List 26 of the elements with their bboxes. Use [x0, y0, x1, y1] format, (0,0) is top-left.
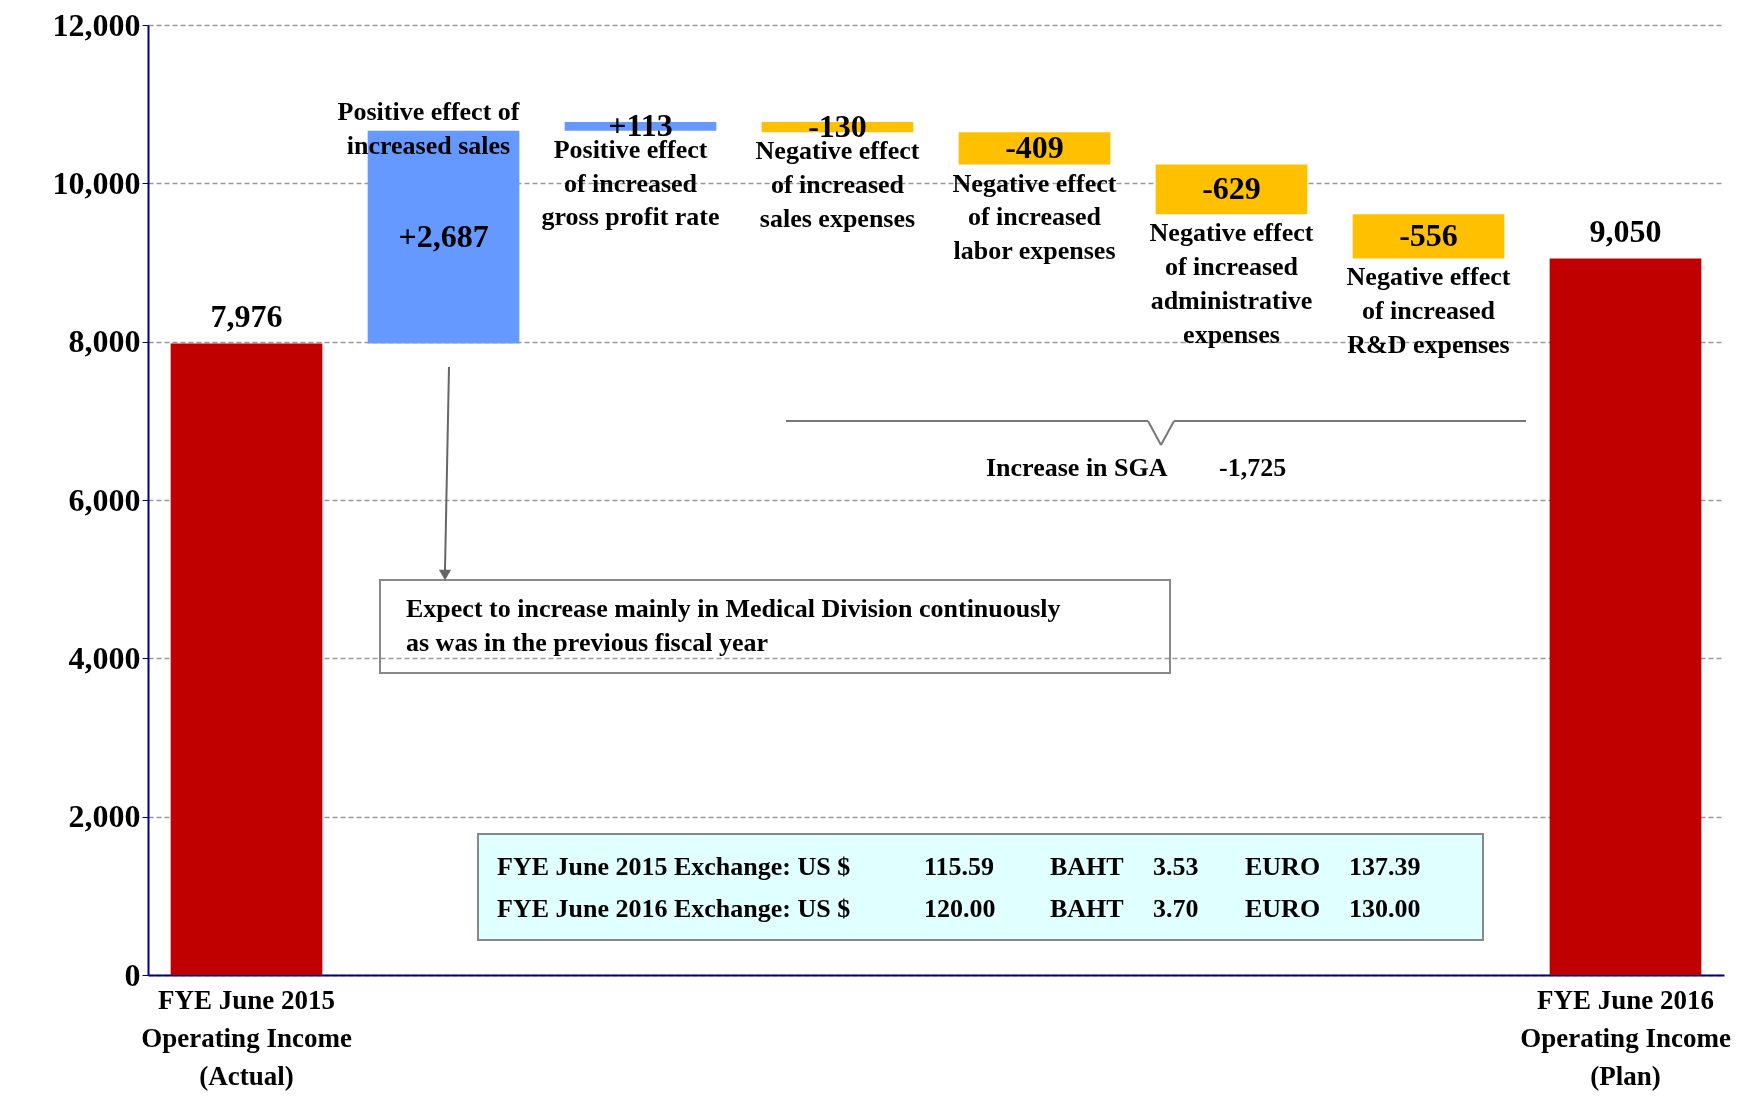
data-label: +2,687: [398, 218, 489, 255]
data-label: 7,976: [210, 297, 283, 334]
y-tick-label: 12,000: [52, 6, 141, 43]
y-tick-label: 0: [124, 956, 141, 993]
data-label: -409: [1005, 129, 1064, 166]
annotation: Negative effect of increased administrative expenses: [1149, 218, 1314, 349]
annotation: Negative effect of increased sales expenses: [755, 136, 920, 233]
bar: [1549, 258, 1702, 975]
bar: [1352, 214, 1505, 259]
y-tick-label: 8,000: [68, 323, 141, 360]
text: Increase in SGA -1,725: [986, 453, 1287, 482]
annotation: Negative effect of increased R&D expenses: [1346, 262, 1511, 359]
data-label: -556: [1399, 217, 1458, 254]
x-tick-label: FYE June 2016 Operating Income (Plan): [1520, 984, 1731, 1091]
data-label: -629: [1202, 170, 1261, 207]
y-tick-label: 4,000: [68, 639, 141, 676]
annotation: Expect to increase mainly in Medical Division continuously as was in the previous fiscal year: [406, 594, 1061, 657]
y-tick-label: 6,000: [68, 481, 141, 518]
y-tick-label: 10,000: [52, 164, 141, 201]
bar: [1155, 164, 1308, 215]
y-tick-label: 2,000: [68, 798, 141, 835]
bar: [170, 343, 323, 975]
annotation: Negative effect of increased labor expenses: [952, 168, 1117, 266]
text: FYE June 2015 Exchange: US $ 115.59 BAHT 3.53 EURO 137.39 FYE June 2016 Exchange: US $ 120.00 BAHT 3.70 EURO 130.00: [497, 852, 1421, 923]
x-tick-label: FYE June 2015 Operating Income (Actual): [141, 984, 352, 1091]
data-label: 9,050: [1589, 212, 1662, 249]
